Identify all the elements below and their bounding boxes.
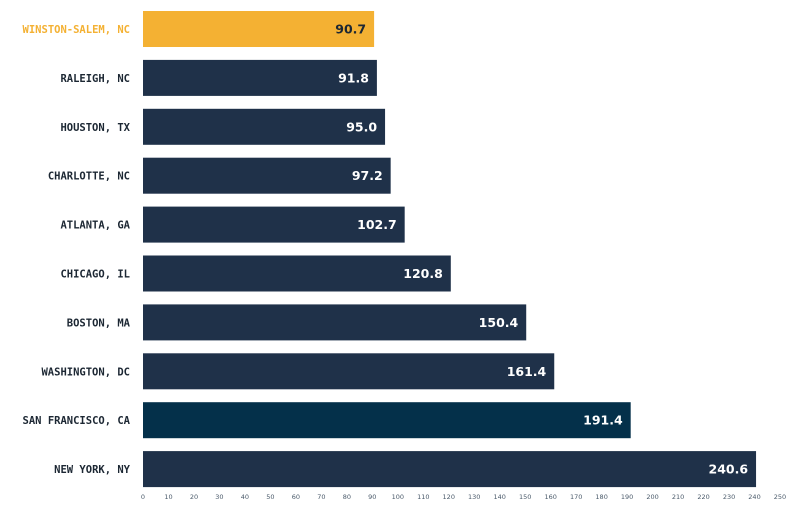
x-tick-label: 240 [748, 493, 760, 501]
x-tick-label: 130 [468, 493, 480, 501]
x-tick-label: 110 [417, 493, 429, 501]
x-tick-label: 230 [723, 493, 735, 501]
x-tick-label: 40 [241, 493, 249, 501]
value-label: 95.0 [346, 119, 377, 134]
value-label: 240.6 [709, 462, 749, 477]
category-label: CHARLOTTE, NC [48, 171, 130, 183]
x-tick-label: 10 [164, 493, 172, 501]
x-tick-label: 170 [570, 493, 582, 501]
value-label: 90.7 [335, 22, 366, 37]
bar [143, 11, 375, 47]
x-tick-label: 30 [215, 493, 223, 501]
bar [143, 304, 527, 341]
x-tick-label: 250 [774, 493, 786, 501]
x-tick-label: 140 [494, 493, 506, 501]
category-label: WASHINGTON, DC [41, 366, 130, 378]
x-tick-label: 200 [646, 493, 658, 501]
x-tick-label: 150 [519, 493, 531, 501]
bar [143, 255, 451, 292]
value-label: 150.4 [479, 315, 519, 330]
x-tick-label: 20 [190, 493, 198, 501]
bar [143, 353, 555, 390]
x-tick-label: 120 [443, 493, 455, 501]
x-tick-label: 190 [621, 493, 633, 501]
value-label: 97.2 [352, 168, 383, 183]
x-tick-label: 50 [266, 493, 274, 501]
bar [143, 59, 377, 96]
value-label: 91.8 [338, 70, 369, 85]
bar [143, 402, 631, 439]
value-label: 191.4 [583, 413, 623, 428]
x-tick-label: 90 [368, 493, 376, 501]
value-label: 161.4 [507, 364, 547, 379]
x-tick-label: 100 [392, 493, 404, 501]
category-label: NEW YORK, NY [54, 464, 131, 476]
x-tick-label: 60 [292, 493, 300, 501]
x-tick-label: 220 [697, 493, 709, 501]
category-label: RALEIGH, NC [60, 73, 130, 85]
bar [143, 108, 386, 145]
bar [143, 206, 405, 243]
category-label: CHICAGO, IL [60, 269, 130, 281]
category-label: SAN FRANCISCO, CA [23, 415, 131, 427]
value-label: 102.7 [357, 217, 397, 232]
x-tick-label: 210 [672, 493, 684, 501]
category-label: BOSTON, MA [67, 317, 131, 329]
x-tick-label: 0 [141, 493, 145, 501]
x-tick-label: 80 [343, 493, 351, 501]
bar [143, 157, 391, 194]
x-tick-label: 70 [317, 493, 325, 501]
category-label: WINSTON-SALEM, NC [23, 24, 130, 36]
x-tick-label: 180 [595, 493, 607, 501]
x-tick-label: 160 [544, 493, 556, 501]
bar [143, 451, 757, 488]
value-label: 120.8 [403, 266, 443, 281]
category-label: HOUSTON, TX [60, 122, 130, 134]
category-label: ATLANTA, GA [60, 220, 130, 232]
